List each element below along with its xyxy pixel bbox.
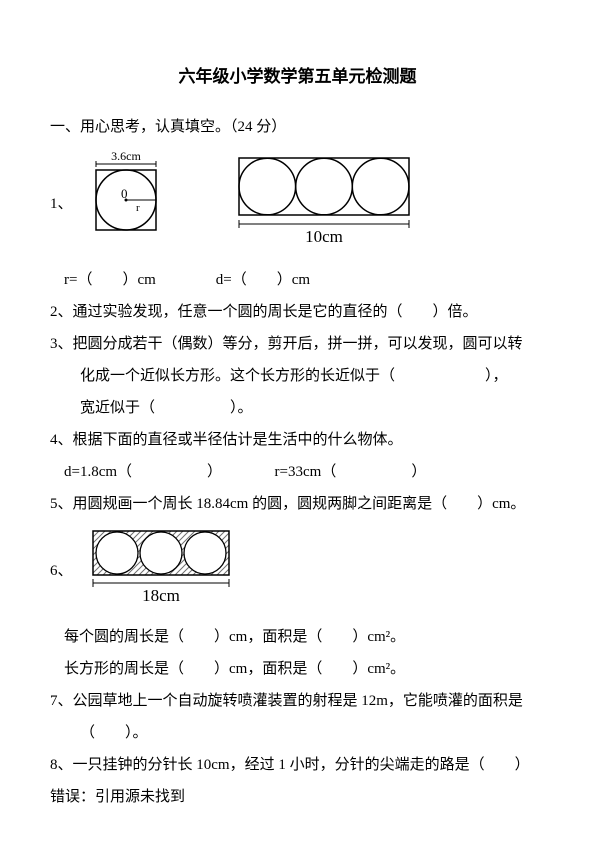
question-8: 8、一只挂钟的分针长 10cm，经过 1 小时，分针的尖端走的路是（ ） (50, 750, 545, 780)
question-4: 4、根据下面的直径或半径估计是生活中的什么物体。 (50, 425, 545, 455)
question-5: 5、用圆规画一个周长 18.84cm 的圆，圆规两脚之间距离是（ ）cm。 (50, 489, 545, 519)
question-7-line1: 7、公园草地上一个自动旋转喷灌装置的射程是 12m，它能喷灌的面积是 (50, 686, 545, 716)
question-1-figures: 1、 3.6cm 0 r (50, 148, 545, 259)
fig1-r-label: r (136, 202, 140, 214)
q6-number: 6、 (50, 556, 73, 586)
q6-line2: 长方形的周长是（ ）cm，面积是（ ）cm²。 (64, 654, 545, 684)
q1-answer-line: r=（ ）cm d=（ ）cm (64, 265, 545, 295)
fig1-top-label: 3.6cm (111, 149, 141, 163)
q1-number: 1、 (50, 189, 73, 219)
figure-circle-in-square: 3.6cm 0 r (81, 148, 181, 259)
figure-three-circles-rect: 10cm (231, 148, 421, 259)
figure-three-circles-hatched: 18cm (81, 525, 256, 616)
page-title: 六年级小学数学第五单元检测题 (50, 60, 545, 94)
fig2-bottom-label: 10cm (305, 227, 343, 246)
question-2: 2、通过实验发现，任意一个圆的周长是它的直径的（ ）倍。 (50, 297, 545, 327)
question-3-line1: 3、把圆分成若干（偶数）等分，剪开后，拼一拼，可以发现，圆可以转 (50, 329, 545, 359)
fig3-bottom-label: 18cm (142, 586, 180, 605)
q6-line1: 每个圆的周长是（ ）cm，面积是（ ）cm²。 (64, 622, 545, 652)
question-4-answers: d=1.8cm（ ） r=33cm（ ） (64, 457, 545, 487)
question-3-line2: 化成一个近似长方形。这个长方形的长近似于（ ）， (50, 361, 545, 391)
section-header: 一、用心思考，认真填空。（24 分） (50, 112, 545, 142)
question-6-figure: 6、 (50, 525, 545, 616)
fig1-center-label: 0 (121, 186, 128, 201)
error-text: 错误：引用源未找到 (50, 782, 545, 812)
question-3-line3: 宽近似于（ ）。 (50, 393, 545, 423)
question-7-line2: （ ）。 (50, 718, 545, 748)
